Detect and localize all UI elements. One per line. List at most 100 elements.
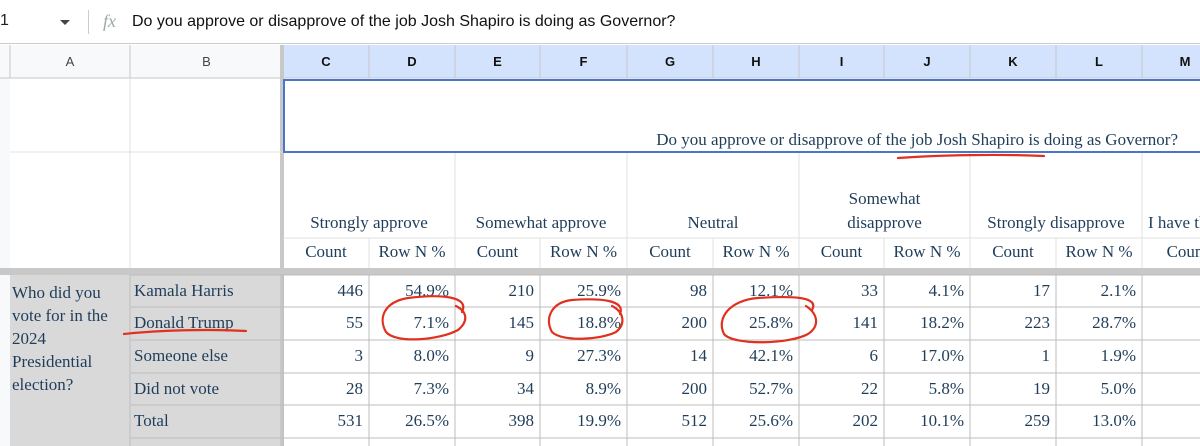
column-letter: A (65, 54, 75, 69)
group-header: I have th (1148, 213, 1200, 232)
data-cell: 25.6% (749, 411, 793, 430)
data-cell: 14 (690, 346, 707, 365)
column-letter: M (1179, 54, 1191, 69)
sub-header: Count (305, 242, 347, 261)
group-header: Strongly disapprove (987, 213, 1125, 232)
data-cell: 98 (690, 281, 707, 300)
data-cell: 25.9% (577, 281, 621, 300)
data-cell: 145 (508, 313, 535, 332)
sub-header: Count (820, 242, 863, 261)
sub-header: Row N % (549, 242, 618, 261)
data-cell: 26.5% (405, 411, 449, 430)
data-cell: 259 (1024, 411, 1051, 430)
sub-header: Row N % (893, 242, 961, 261)
label-bg (10, 275, 283, 446)
data-cell: 512 (681, 411, 708, 430)
fx-icon: fx (103, 11, 116, 31)
separator (88, 10, 89, 34)
group-header: Strongly approve (310, 213, 428, 232)
sub-header: Coun (1166, 242, 1200, 261)
data-cell: 531 (337, 411, 364, 430)
column-letter: D (407, 54, 417, 69)
data-cell: 7.1% (413, 313, 449, 332)
data-cell: 27.3% (577, 346, 621, 365)
data-cell: 8.0% (413, 346, 449, 365)
data-cell: 10.1% (920, 411, 964, 430)
column-letter: F (579, 54, 588, 69)
row-label: Someone else (134, 346, 228, 365)
frozen-v (280, 45, 284, 446)
data-cell: 398 (508, 411, 535, 430)
frozen-h (0, 268, 1200, 275)
data-cell: 18.8% (577, 313, 621, 332)
sub-header: Count (649, 242, 691, 261)
row-header-strip (0, 45, 10, 446)
data-cell: 200 (681, 379, 708, 398)
data-cell: 25.8% (749, 313, 793, 332)
data-cell: 446 (337, 281, 364, 300)
dropdown-arrow[interactable] (58, 18, 72, 28)
data-cell: 141 (852, 313, 879, 332)
row-label: Kamala Harris (134, 281, 234, 300)
column-letter: L (1095, 54, 1103, 69)
name-box[interactable]: 1 (0, 12, 9, 29)
data-cell: 9 (525, 346, 535, 365)
column-letter: C (321, 54, 331, 69)
data-cell: 19.9% (577, 411, 621, 430)
sub-header: Count (476, 242, 519, 261)
title-border (283, 79, 1200, 153)
row-label: Did not vote (134, 379, 219, 398)
data-cell: 42.1% (749, 346, 793, 365)
column-letter: B (202, 54, 211, 69)
row-label: Donald Trump (134, 313, 234, 332)
row-label: Total (134, 411, 169, 430)
data-cell: 3 (354, 346, 364, 365)
sub-header: Row N % (722, 242, 790, 261)
data-cell: 2.1% (1100, 281, 1136, 300)
data-cell: 4.1% (928, 281, 964, 300)
column-letter: I (839, 54, 844, 69)
data-cell: 12.1% (749, 281, 793, 300)
data-cell: 52.7% (749, 379, 793, 398)
row-question: Who did you vote for in the 2024 Preside… (12, 283, 108, 394)
data-cell: 28 (346, 379, 363, 398)
data-cell: 1.9% (1100, 346, 1136, 365)
data-cell: 223 (1024, 313, 1051, 332)
data-cell: 55 (346, 313, 363, 332)
sub-header: Row N % (378, 242, 446, 261)
column-letter: H (751, 54, 761, 69)
data-cell: 202 (852, 411, 879, 430)
data-cell: 33 (861, 281, 878, 300)
column-letter: J (923, 54, 931, 69)
data-cell: 5.8% (928, 379, 964, 398)
data-cell: 5.0% (1100, 379, 1136, 398)
group-header: Somewhat approve (475, 213, 607, 232)
data-cell: 28.7% (1092, 313, 1136, 332)
data-cell: 13.0% (1092, 411, 1136, 430)
data-cell: 8.9% (585, 379, 621, 398)
data-cell: 54.9% (405, 281, 449, 300)
column-letter: G (664, 54, 676, 69)
data-cell: 6 (869, 346, 879, 365)
sub-header: Row N % (1065, 242, 1133, 261)
data-cell: 200 (681, 313, 708, 332)
formula-text[interactable]: Do you approve or disapprove of the job … (132, 13, 676, 30)
data-cell: 18.2% (920, 313, 964, 332)
data-cell: 17 (1033, 281, 1050, 300)
column-letter: K (1008, 54, 1018, 69)
sub-header: Count (992, 242, 1034, 261)
formula-bar (0, 0, 1200, 44)
column-header-selected (283, 45, 1200, 78)
data-cell: 7.3% (413, 379, 449, 398)
data-cell: 22 (861, 379, 878, 398)
data-cell: 34 (517, 379, 534, 398)
group-header: Neutral (687, 213, 739, 232)
group-header: Somewhat disapprove (847, 189, 922, 232)
column-letter: E (493, 54, 502, 69)
data-cell: 1 (1041, 346, 1051, 365)
data-cell: 19 (1033, 379, 1050, 398)
data-cell: 210 (508, 281, 535, 300)
data-cell: 17.0% (920, 346, 964, 365)
